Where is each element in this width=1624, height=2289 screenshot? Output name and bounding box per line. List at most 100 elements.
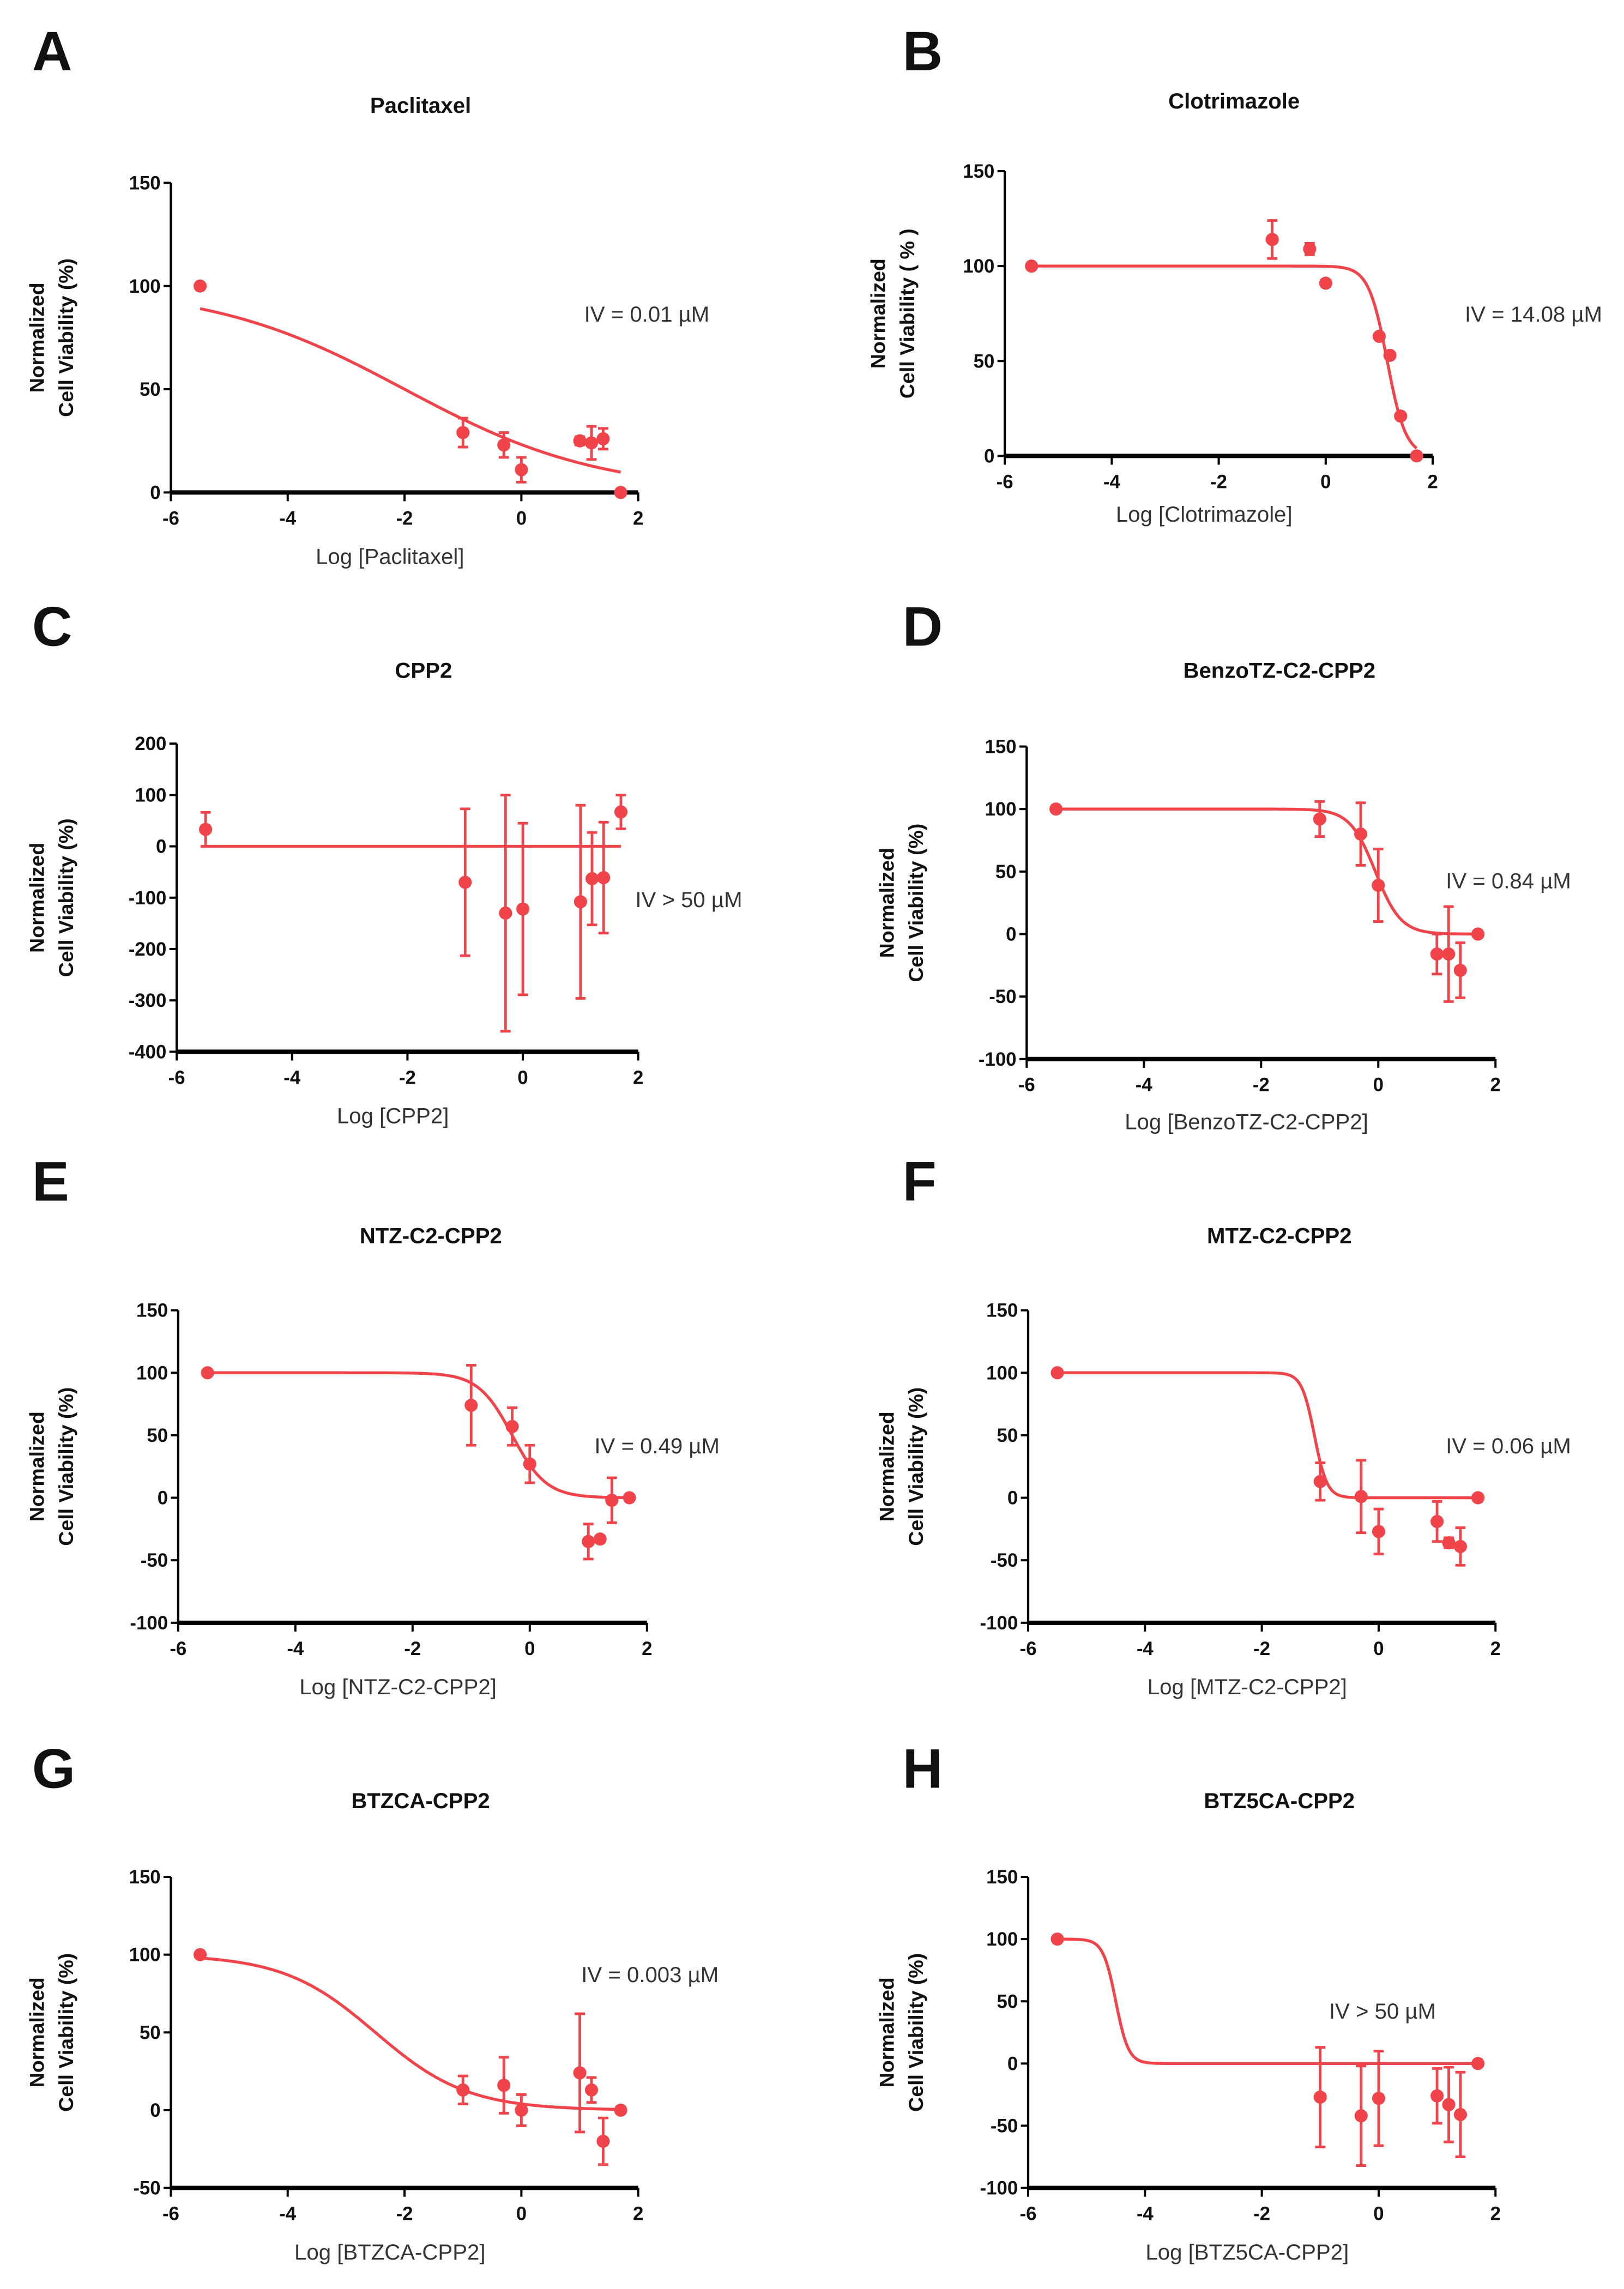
- data-point: [585, 872, 599, 885]
- y-tick-label: 150: [129, 1867, 161, 1888]
- x-tick-label: -4: [1103, 471, 1121, 492]
- panel-c: C CPP2 -400 -300 -200 -100 0 100 200 -6 -4 -2 0 2 Log …: [25, 596, 742, 1128]
- y-tick-label: 0: [158, 1488, 168, 1509]
- y-axis-label: Normalized: [25, 1411, 48, 1521]
- y-tick-label: 150: [963, 161, 994, 182]
- x-axis-label: Log [BTZCA-CPP2]: [294, 2240, 486, 2264]
- data-point: [516, 902, 530, 916]
- x-tick-label: -6: [170, 1638, 186, 1659]
- x-axis-label: Log [CPP2]: [337, 1104, 449, 1128]
- y-tick-label: -50: [991, 2116, 1018, 2137]
- y-tick-label: -100: [979, 1049, 1017, 1070]
- data-point: [573, 895, 587, 909]
- data-point: [193, 1948, 207, 1961]
- data-point: [515, 463, 528, 476]
- panel-b: B Clotrimazole 0 50 100 150 -6 -4 -2 0 2 Log [Clotr…: [866, 20, 1602, 527]
- y-axis-label: Cell Viability (%): [55, 818, 77, 977]
- y-tick-label: 150: [986, 1300, 1018, 1321]
- x-tick-label: 2: [633, 508, 643, 529]
- x-tick-label: 0: [1373, 1638, 1384, 1659]
- y-tick-label: -400: [129, 1041, 167, 1062]
- data-point: [573, 434, 587, 448]
- chart-title: Paclitaxel: [370, 93, 471, 118]
- data-point: [597, 871, 611, 885]
- data-point: [1372, 2092, 1385, 2105]
- iv-annotation: IV > 50 µM: [1329, 1999, 1436, 2024]
- x-tick-label: 2: [633, 1067, 643, 1088]
- y-tick-label: 100: [136, 1362, 168, 1384]
- y-tick-label: 50: [997, 1991, 1018, 2012]
- x-tick-label: 0: [1320, 471, 1331, 492]
- data-point: [505, 1420, 519, 1433]
- panel-f: F MTZ-C2-CPP2 -100 -50 0 50 100 150 -6 -4 -2 0 2 Log …: [876, 1151, 1571, 1699]
- x-tick-label: -6: [1018, 1074, 1035, 1096]
- y-axis-label: Cell Viability (%): [904, 1387, 927, 1546]
- y-tick-label: 50: [997, 1425, 1018, 1446]
- y-tick-label: 150: [136, 1300, 168, 1321]
- data-point: [1410, 449, 1423, 463]
- data-point: [499, 906, 512, 920]
- y-axis-label: Normalized: [876, 1977, 898, 2087]
- y-axis-label: Cell Viability (%): [904, 1953, 927, 2112]
- x-tick-label: 2: [642, 1638, 652, 1659]
- iv-annotation: IV = 0.84 µM: [1446, 868, 1571, 893]
- panel-letter: F: [903, 1151, 937, 1213]
- y-axis-label: Normalized: [25, 282, 48, 392]
- chart-title: BTZCA-CPP2: [351, 1789, 490, 1813]
- panel-a: A Paclitaxel 0 50 100 150 -6 -4 -2 0 2 Log [Paclita…: [25, 20, 709, 569]
- x-tick-label: 0: [1373, 1074, 1384, 1096]
- data-point: [1442, 1536, 1456, 1550]
- panel-letter: E: [32, 1151, 69, 1213]
- data-point: [515, 2103, 528, 2117]
- y-tick-label: 0: [150, 2100, 160, 2121]
- y-tick-label: 200: [135, 733, 166, 754]
- fit-curve: [200, 307, 621, 474]
- data-point: [614, 805, 628, 819]
- data-point: [614, 486, 627, 499]
- data-point: [193, 279, 207, 293]
- y-tick-label: -50: [991, 1550, 1018, 1571]
- data-point: [458, 875, 472, 889]
- x-axis-label: Log [Paclitaxel]: [316, 545, 464, 569]
- y-tick-label: -100: [980, 2178, 1018, 2199]
- data-point: [596, 2134, 610, 2148]
- panel-g: G BTZCA-CPP2 -50 0 50 100 150 -6 -4 -2 0 2 Log [BTZC…: [25, 1738, 719, 2264]
- data-point: [1442, 2098, 1456, 2111]
- x-axis-label: Log [BenzoTZ-C2-CPP2]: [1125, 1109, 1368, 1134]
- data-point: [1354, 2109, 1368, 2123]
- x-tick-label: -4: [1136, 1074, 1153, 1096]
- y-axis-label: Normalized: [25, 1977, 48, 2087]
- data-point: [1303, 242, 1317, 256]
- y-tick-label: -50: [141, 1550, 168, 1571]
- iv-annotation: IV = 0.49 µM: [594, 1434, 720, 1458]
- x-tick-label: -6: [162, 2203, 179, 2225]
- data-point: [1471, 2057, 1485, 2070]
- data-point: [1025, 259, 1039, 273]
- x-tick-label: -2: [1210, 471, 1227, 492]
- data-point: [1372, 329, 1386, 343]
- data-point: [582, 1535, 595, 1548]
- fit-curve: [1057, 1937, 1478, 2065]
- data-point: [1442, 947, 1456, 961]
- y-tick-label: 150: [986, 1867, 1018, 1888]
- y-tick-label: 100: [129, 1944, 161, 1966]
- x-tick-label: -2: [1253, 2203, 1270, 2225]
- data-point: [1471, 1491, 1485, 1505]
- x-tick-label: -4: [1137, 1638, 1154, 1659]
- x-tick-label: -6: [1020, 2203, 1037, 2225]
- panel-letter: D: [903, 596, 943, 658]
- data-point: [1394, 409, 1408, 423]
- x-tick-label: 2: [1490, 1638, 1501, 1659]
- data-point: [1383, 348, 1397, 362]
- x-tick-label: -6: [997, 471, 1013, 492]
- x-tick-label: -2: [396, 2203, 413, 2225]
- y-tick-label: -100: [980, 1612, 1018, 1634]
- data-point: [623, 1491, 636, 1505]
- y-tick-label: 0: [1007, 1488, 1018, 1509]
- panel-letter: A: [32, 20, 73, 82]
- y-tick-label: 0: [156, 836, 166, 857]
- chart-title: BTZ5CA-CPP2: [1204, 1789, 1355, 1813]
- x-tick-label: -2: [404, 1638, 421, 1659]
- y-tick-label: -50: [133, 2178, 160, 2199]
- fit-curve: [1057, 1371, 1478, 1500]
